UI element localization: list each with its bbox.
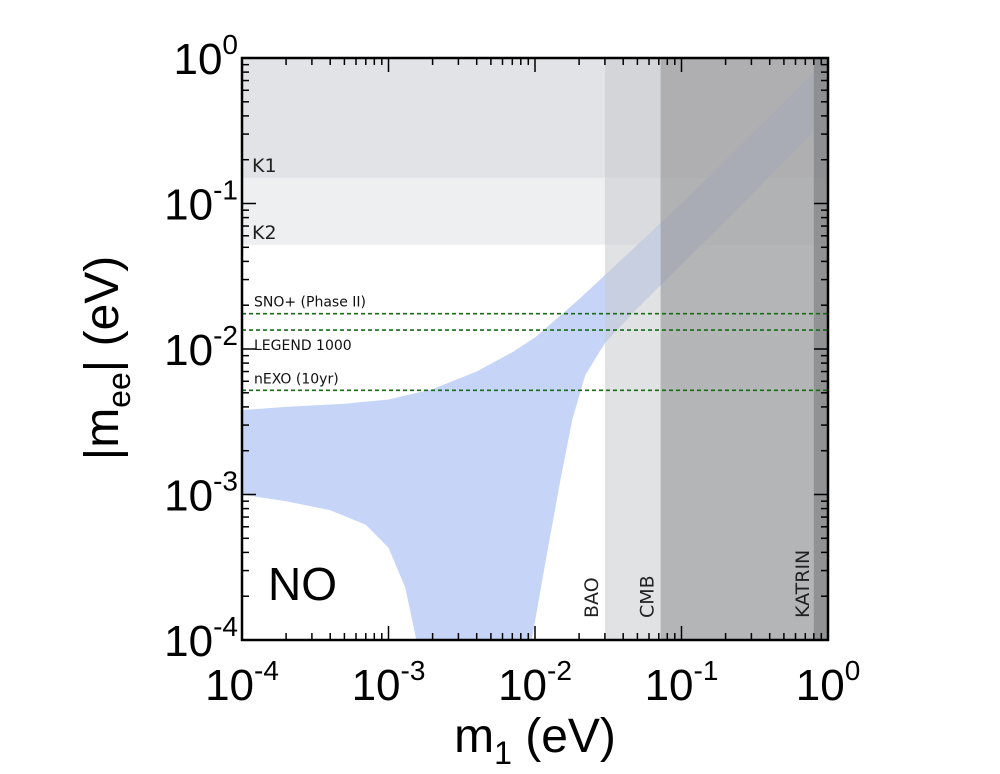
x-tick-label: 10-1 [645, 655, 719, 710]
band-label-bao: BAO [581, 577, 603, 618]
y-axis-label: |mee| (eV) [76, 256, 137, 461]
sensitivity-label-0: SNO+ (Phase II) [254, 295, 366, 311]
band-label-cmb: CMB [637, 575, 659, 618]
exclusion-band-cmb [660, 58, 828, 640]
plot-area: 10-4 10-3 10-2 10-1 100 10-4 10-3 10-2 10-1 100 K1… [164, 29, 860, 710]
x-axis-label: m1 (eV) [454, 710, 616, 771]
x-tick-label: 10-3 [352, 655, 426, 710]
band-label-k1: K1 [252, 155, 277, 177]
x-tick-label: 10-2 [498, 655, 572, 710]
x-tick-label: 100 [796, 655, 861, 710]
y-tick-label: 10-3 [164, 466, 238, 521]
y-tick-label: 10-1 [164, 175, 238, 230]
y-tick-label: 10-2 [164, 320, 238, 375]
band-label-katrin: KATRIN [792, 550, 814, 618]
y-tick-label: 100 [173, 29, 238, 84]
x-tick-label: 10-4 [205, 655, 279, 710]
sensitivity-label-2: nEXO (10yr) [254, 371, 339, 387]
band-label-k2: K2 [252, 222, 277, 244]
y-tick-label: 10-4 [164, 611, 238, 666]
ordering-label: NO [268, 558, 337, 610]
sensitivity-label-1: LEGEND 1000 [254, 338, 352, 354]
